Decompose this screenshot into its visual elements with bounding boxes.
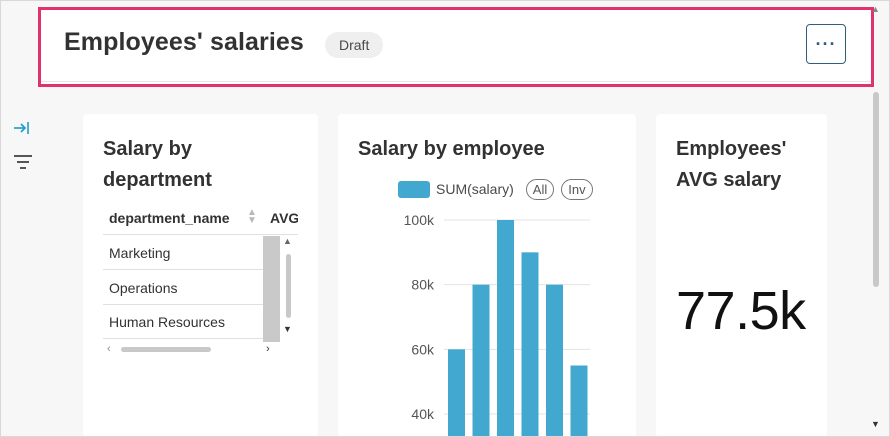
scroll-thumb[interactable] [873,92,879,287]
salary-by-employee-card: Salary by employee SUM(salary) All Inv 1… [338,114,636,437]
salary-by-department-card: Salary by department department_name ▲ ▼ … [83,114,318,437]
table-cell: Operations [109,280,178,296]
card-title: Employees' AVG salary [676,134,786,196]
more-options-button[interactable]: ··· [806,24,846,64]
table-cell: Marketing [109,245,171,261]
avg-salary-card: Employees' AVG salary 77.5k [656,114,827,437]
table-row: Operations [103,271,263,305]
scroll-thumb[interactable] [121,347,211,352]
legend-invert-button[interactable]: Inv [561,178,593,200]
department-table: department_name ▲ ▼ AVG Marketing Operati… [103,203,298,343]
card-title: Salary by department [103,134,212,196]
bar[interactable] [497,220,514,437]
sort-icon[interactable]: ▲ ▼ [247,207,257,226]
page-vertical-scrollbar[interactable]: ▼ [866,86,886,437]
table-vertical-scrollbar[interactable]: ▲ ▼ [283,236,295,342]
table-row: Marketing [103,236,263,270]
scroll-down-icon[interactable]: ▼ [871,419,880,429]
card-title-line: AVG salary [676,169,782,191]
card-title-line: department [103,169,212,191]
bar[interactable] [570,365,588,437]
card-title: Salary by employee [358,138,545,160]
table-row: Human Resources [103,305,263,339]
y-tick-label: 100k [404,212,435,228]
y-tick-label: 60k [411,341,435,357]
column-header-department[interactable]: department_name [109,210,230,226]
bar[interactable] [472,284,490,437]
sidebar-toolbar [12,118,36,186]
bar[interactable] [546,284,563,437]
legend-select-all-button[interactable]: All [525,178,555,200]
scroll-thumb[interactable] [286,254,291,318]
status-badge: Draft [325,32,384,58]
scroll-down-icon[interactable]: ▼ [283,324,292,334]
avg-column-cells [263,236,280,342]
y-tick-label: 40k [411,406,435,422]
card-title-line: Employees' [676,138,787,160]
legend-label[interactable]: SUM(salary) [436,181,514,197]
expand-panel-icon[interactable] [12,118,32,138]
scroll-up-icon[interactable]: ▲ [283,236,292,246]
scroll-left-icon[interactable]: ‹ [107,343,111,355]
kpi-value: 77.5k [676,281,806,341]
chart-legend: SUM(salary) All Inv [398,178,593,200]
header-divider [41,81,871,82]
card-title-line: Salary by [103,138,192,160]
y-tick-label: 80k [411,277,435,293]
scroll-up-icon[interactable]: ▲ [871,4,880,14]
table-header: department_name ▲ ▼ AVG [103,203,298,235]
column-header-avg[interactable]: AVG [270,210,298,226]
more-icon: ··· [815,34,837,54]
filter-icon[interactable] [12,152,34,172]
bar[interactable] [521,252,539,437]
table-cell: Human Resources [109,314,225,330]
page-title: Employees' salaries [64,28,304,56]
legend-swatch[interactable] [398,180,430,198]
scroll-right-icon[interactable]: › [266,343,270,355]
bar[interactable] [448,349,465,437]
bar-chart: 100k 80k 60k 40k [404,212,590,437]
dashboard-header: Employees' salaries Draft ··· [38,7,874,87]
table-horizontal-scrollbar[interactable]: ‹ › [103,343,278,355]
